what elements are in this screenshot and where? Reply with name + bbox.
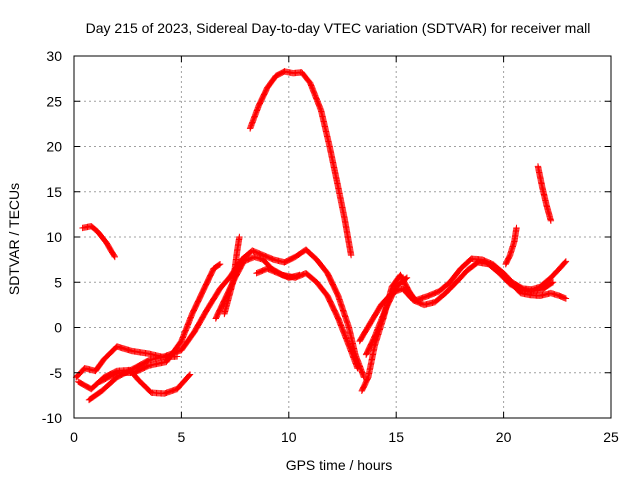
- data-point: [548, 279, 556, 287]
- x-tick-label: 10: [281, 429, 297, 445]
- y-tick-label: -10: [42, 410, 62, 426]
- chart-title: Day 215 of 2023, Sidereal Day-to-day VTE…: [86, 20, 591, 36]
- y-tick-label: 5: [54, 274, 62, 290]
- data-point: [110, 252, 118, 259]
- series-arc-l: [358, 255, 570, 395]
- y-tick-label: 25: [46, 93, 62, 109]
- series-arc-n: [506, 279, 570, 302]
- data-point: [402, 275, 410, 282]
- x-tick-label: 5: [178, 429, 186, 445]
- data-point: [347, 251, 355, 259]
- y-tick-label: 20: [46, 139, 62, 155]
- data-point: [562, 258, 570, 265]
- series-arc-m: [502, 224, 520, 268]
- data-point: [296, 271, 303, 279]
- y-tick-label: 15: [46, 184, 62, 200]
- data-point: [561, 259, 569, 266]
- y-axis-title: SDTVAR / TECUs: [6, 183, 22, 295]
- data-points: [72, 68, 570, 404]
- gridlines: [74, 56, 611, 418]
- data-point: [111, 253, 119, 261]
- data-point: [215, 261, 223, 268]
- data-point: [354, 365, 361, 372]
- data-point: [185, 372, 193, 379]
- series-arc-d: [72, 343, 181, 381]
- y-tick-label: 30: [46, 48, 62, 64]
- series-arc-j: [253, 265, 303, 281]
- data-point: [403, 274, 411, 281]
- series-arc-b: [246, 68, 355, 259]
- x-axis-title: GPS time / hours: [286, 457, 393, 473]
- data-point: [513, 224, 520, 232]
- y-tick-label: -5: [50, 365, 63, 381]
- data-point: [186, 371, 194, 378]
- y-tick-label: 10: [46, 229, 62, 245]
- data-point: [547, 217, 555, 224]
- series-arc-i: [221, 233, 243, 318]
- x-tick-label: 20: [496, 429, 512, 445]
- data-point: [216, 260, 224, 268]
- x-tick-label: 15: [388, 429, 404, 445]
- data-point: [236, 233, 243, 241]
- y-tick-label: 0: [54, 320, 62, 336]
- data-point: [549, 279, 557, 286]
- series-arc-o: [362, 274, 411, 358]
- data-point: [562, 295, 570, 302]
- series-arc-g: [96, 260, 224, 385]
- x-tick-label: 25: [603, 429, 619, 445]
- series-arc-c: [534, 163, 555, 224]
- axis-ticks: 0 5 10 15 20 25 -10 -5 0 5 10 15 20 25 30: [42, 48, 619, 445]
- series-arc-a: [79, 222, 119, 261]
- x-tick-label: 0: [70, 429, 78, 445]
